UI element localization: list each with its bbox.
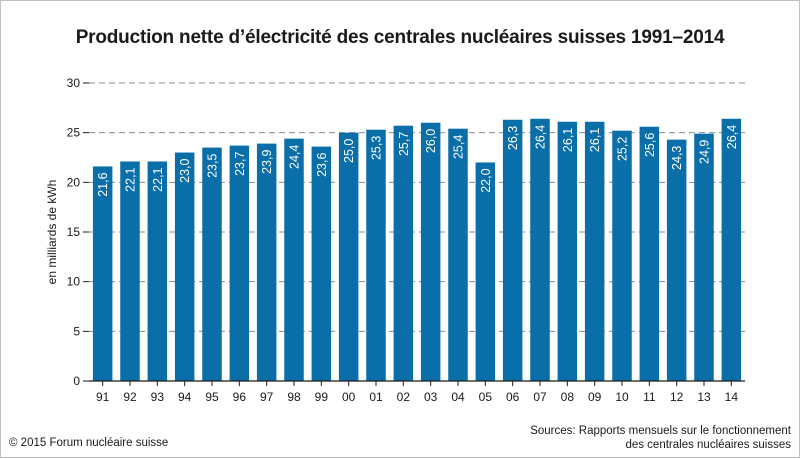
bar-value-label: 25,0 [342,139,356,163]
bar-value-label: 26,0 [424,129,438,153]
bar-value-label: 23,0 [178,159,192,183]
bar-value-label: 26,3 [506,126,520,150]
bar [229,145,250,381]
x-tick-label: 05 [479,390,493,404]
bar-value-label: 24,9 [698,140,712,164]
y-axis-label: en milliards de kWh [45,180,59,285]
x-tick-label: 96 [233,390,247,404]
x-axis: 91 92 93 94 95 96 97 98 99 00 01 02 03 04 05 06 07 08 09 10… [89,380,745,404]
bar [174,152,195,381]
x-tick-label: 94 [178,390,192,404]
bar-value-label: 25,4 [452,135,466,159]
y-tick-label: 5 [73,324,80,338]
bar [557,121,578,382]
bar [448,128,468,381]
copyright-text: © 2015 Forum nucléaire suisse [9,437,169,449]
sources-note: Sources: Rapports mensuels sur le foncti… [530,424,791,452]
x-tick-label: 98 [287,390,301,404]
y-tick-label: 20 [67,175,81,189]
bar [420,122,441,381]
sources-line-2: des centrales nucléaires suisses [625,439,791,451]
sources-line-1: Sources: Rapports mensuels sur le foncti… [530,425,791,437]
bar [475,162,496,381]
bar-value-label: 23,9 [260,150,274,174]
y-tick-label: 30 [67,76,81,90]
bar-value-label: 25,2 [616,137,630,161]
x-tick-label: 12 [670,390,684,404]
bar [92,166,113,381]
bar-value-label: 25,6 [643,133,657,157]
x-tick-label: 11 [643,390,656,404]
bar-value-label: 25,7 [397,132,411,156]
x-tick-label: 09 [588,390,602,404]
bar-value-label: 26,4 [534,125,548,149]
bar [338,132,359,381]
bars [92,118,742,382]
y-tick-label: 0 [73,374,80,388]
bar [366,129,386,381]
bar-value-label: 23,5 [206,154,220,178]
bar [502,119,523,382]
x-tick-label: 01 [369,390,383,404]
bar-value-label: 26,1 [561,128,575,152]
bar-value-label: 24,3 [670,146,684,170]
bar-value-label: 26,4 [725,125,739,149]
x-tick-label: 08 [561,390,575,404]
bar-value-label: 25,3 [370,136,384,160]
bar [393,125,414,381]
x-tick-label: 10 [615,390,629,404]
x-tick-label: 00 [342,390,356,404]
bar [284,138,304,381]
x-tick-label: 07 [533,390,547,404]
bar [147,161,168,381]
bar [311,146,332,381]
x-tick-label: 14 [725,390,739,404]
bar-value-label: 22,1 [151,167,165,191]
x-tick-label: 13 [697,390,711,404]
bar-value-label: 23,7 [233,152,247,176]
bar [202,147,222,381]
bar [639,126,660,381]
x-tick-label: 03 [424,390,438,404]
y-tick-label: 25 [67,126,81,140]
bar-value-label: 21,6 [96,172,110,196]
chart-title: Production nette d’électricité des centr… [75,27,725,48]
x-tick-label: 04 [451,390,465,404]
x-tick-label: 91 [96,390,110,404]
x-tick-label: 92 [123,390,137,404]
y-tick-label: 10 [67,275,81,289]
bar-value-labels: 21,6 22,1 22,1 23,0 23,5 23,7 23,9 24,4 23,6 25,0… [96,125,739,197]
x-tick-label: 93 [151,390,165,404]
x-tick-label: 06 [506,390,520,404]
x-tick-label: 97 [260,390,274,404]
x-tick-label: 99 [315,390,329,404]
bar [584,121,605,382]
bar-value-label: 23,6 [315,153,329,177]
bar [256,143,277,381]
y-tick-label: 15 [67,225,81,239]
bar [120,161,140,381]
y-axis: 0 5 10 15 20 25 30 [67,76,89,388]
bar [530,118,550,381]
bar-value-label: 22,0 [479,168,493,192]
bar [612,130,632,381]
bar-value-label: 22,1 [124,167,138,191]
bar [666,139,687,381]
bar-value-label: 26,1 [588,128,602,152]
x-tick-label: 95 [205,390,219,404]
bar [721,118,742,381]
x-tick-label: 02 [397,390,411,404]
bar [694,133,714,381]
bar-value-label: 24,4 [288,145,302,169]
